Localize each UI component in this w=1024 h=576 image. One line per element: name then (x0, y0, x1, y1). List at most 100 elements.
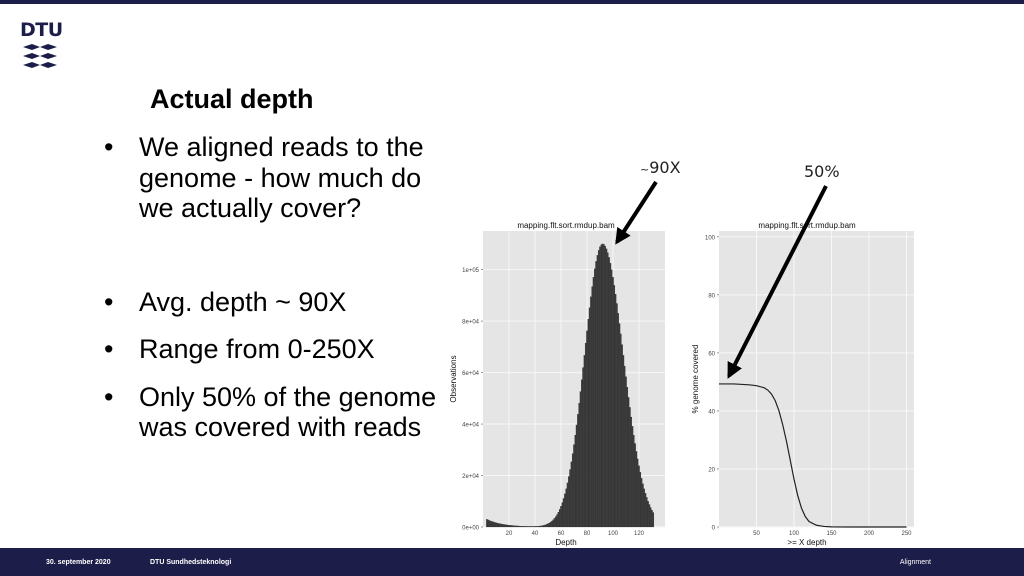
hist-bar (560, 506, 562, 528)
hist-bar (531, 526, 534, 528)
hist-bar (640, 478, 643, 528)
hist-bar (591, 286, 593, 528)
hist-bar (542, 525, 544, 528)
hist-bar (590, 296, 592, 528)
hist-title: mapping.flt.sort.rmdup.bam (517, 221, 615, 230)
coverage-x-tick-label: 150 (826, 531, 837, 537)
hist-bar (558, 509, 561, 528)
hist-bar (610, 269, 613, 528)
coverage-y-tick-label: 40 (708, 409, 715, 415)
hist-bar (504, 524, 506, 528)
hist-bar (495, 522, 497, 528)
hist-bar (652, 512, 655, 528)
hist-x-tick-label: 40 (532, 531, 539, 537)
annotation-90x: ~90X (640, 158, 681, 177)
hist-bar (496, 522, 499, 528)
hist-x-label: Depth (555, 538, 576, 547)
hist-bar (648, 504, 651, 528)
hist-bar (621, 344, 623, 528)
hist-bar (571, 453, 574, 528)
hist-bar (597, 250, 600, 528)
hist-bar (643, 488, 645, 528)
hist-bar (534, 526, 536, 528)
hist-bar (581, 379, 583, 528)
hist-bar (562, 498, 565, 528)
hist-bar (513, 525, 515, 528)
hist-bar (568, 476, 570, 528)
hist-bar (565, 488, 567, 528)
hist-bar (512, 525, 514, 528)
hist-bar (519, 526, 522, 528)
hist-bar (601, 243, 604, 528)
hist-bar (574, 434, 577, 528)
hist-bar (539, 525, 541, 528)
hist-bar (525, 526, 527, 528)
coverage-y-tick-label: 0 (712, 526, 716, 532)
hist-bar (566, 482, 569, 528)
hist-y-tick-label: 1e+05 (462, 268, 480, 274)
hist-bar (644, 493, 647, 528)
coverage-y-tick-label: 60 (708, 351, 715, 357)
dtu-logo-waves (23, 44, 57, 68)
hist-bar (491, 521, 493, 528)
hist-bar (523, 526, 526, 528)
hist-bar (573, 444, 575, 528)
hist-bar (492, 521, 495, 528)
hist-bar (595, 261, 597, 528)
hist-bar (509, 525, 512, 528)
hist-bar (529, 526, 531, 528)
hist-bar (616, 303, 618, 528)
annotation-90x-value: 90X (649, 158, 681, 177)
hist-bar (635, 451, 638, 528)
hist-bar (555, 516, 557, 528)
hist-bar (638, 465, 640, 528)
hist-bar (557, 512, 560, 528)
hist-bar (530, 526, 532, 528)
annotation-50pct: 50% (804, 162, 840, 181)
hist-bar (514, 525, 517, 528)
hist-bar (535, 526, 538, 528)
coverage-x-tick-label: 100 (789, 531, 800, 537)
hist-bar (575, 424, 578, 528)
footer-date: 30. september 2020 (46, 559, 111, 566)
bullet-item: We aligned reads to the genome - how muc… (102, 132, 462, 224)
hist-bar (500, 523, 502, 528)
hist-bar (516, 525, 518, 528)
hist-bar (579, 391, 582, 528)
hist-bar (517, 525, 519, 528)
hist-bar (600, 244, 603, 528)
hist-bar (639, 472, 642, 528)
hist-bar (630, 416, 632, 528)
hist-bar (618, 323, 621, 528)
hist-bar (521, 526, 523, 528)
hist-y-tick-label: 2e+04 (462, 474, 480, 480)
hist-bar (549, 522, 552, 528)
hist-bar (548, 522, 551, 528)
hist-bar (547, 523, 549, 528)
hist-bar (608, 257, 610, 528)
coverage-x-label: >= X depth (787, 538, 826, 547)
coverage-x-ticks: 50 100 150 200 250 (753, 531, 912, 537)
slide-title: Actual depth (150, 84, 314, 114)
hist-bar (538, 526, 540, 528)
hist-bar (631, 426, 634, 528)
hist-bar (612, 277, 614, 528)
hist-bar (603, 244, 605, 528)
hist-bar (570, 461, 573, 528)
hist-bar (599, 246, 601, 528)
hist-x-ticks: 20 40 60 80 100 120 (506, 531, 645, 537)
hist-bar (552, 519, 554, 528)
hist-bar (622, 355, 625, 528)
hist-bar (508, 525, 510, 528)
hist-bar (526, 526, 528, 528)
coverage-line (719, 383, 907, 528)
hist-bar (543, 525, 545, 528)
hist-bar (553, 518, 556, 528)
hist-bar (582, 367, 584, 528)
coverage-title: mapping.flt.sort.rmdup.bam (758, 221, 856, 230)
hist-bar (486, 519, 488, 528)
coverage-y-tick-label: 100 (705, 235, 716, 241)
hist-x-tick-label: 20 (506, 531, 513, 537)
hist-bar (532, 526, 535, 528)
hist-bar (583, 355, 586, 528)
